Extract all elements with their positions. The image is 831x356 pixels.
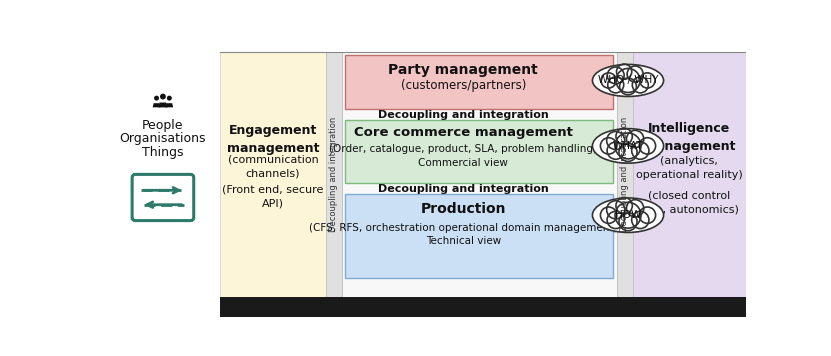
Circle shape — [640, 73, 655, 88]
Circle shape — [601, 138, 617, 154]
Circle shape — [627, 130, 644, 148]
Ellipse shape — [593, 198, 664, 232]
Text: (communication
channels): (communication channels) — [228, 155, 318, 179]
Text: Decoupling and integration: Decoupling and integration — [378, 110, 548, 120]
FancyBboxPatch shape — [345, 194, 612, 278]
Circle shape — [639, 207, 656, 224]
Circle shape — [601, 207, 617, 224]
Text: Core commerce management: Core commerce management — [354, 126, 573, 138]
Circle shape — [607, 77, 624, 93]
Text: Decoupling and integration: Decoupling and integration — [621, 117, 629, 232]
Circle shape — [632, 77, 648, 93]
Circle shape — [616, 128, 632, 145]
Text: (Front end, secure
API): (Front end, secure API) — [223, 185, 324, 209]
Text: Intelligence
management: Intelligence management — [643, 122, 735, 153]
FancyBboxPatch shape — [632, 52, 746, 297]
Circle shape — [607, 131, 625, 150]
Polygon shape — [165, 103, 173, 107]
Polygon shape — [153, 103, 160, 107]
Text: HOW: HOW — [615, 210, 642, 220]
Circle shape — [616, 198, 632, 214]
Circle shape — [617, 64, 632, 79]
Circle shape — [607, 67, 624, 84]
FancyBboxPatch shape — [106, 52, 220, 297]
Text: (Order, catalogue, product, SLA, problem handling): (Order, catalogue, product, SLA, problem… — [329, 144, 597, 154]
Circle shape — [639, 138, 656, 154]
Circle shape — [620, 78, 637, 95]
FancyBboxPatch shape — [220, 297, 746, 317]
Circle shape — [632, 142, 649, 159]
Text: Organisations: Organisations — [120, 132, 206, 146]
Circle shape — [154, 96, 159, 101]
Circle shape — [601, 73, 617, 88]
Circle shape — [627, 66, 643, 82]
Text: WHAT: WHAT — [612, 141, 643, 151]
Text: Things: Things — [142, 146, 184, 158]
Text: Party management: Party management — [388, 63, 538, 78]
FancyBboxPatch shape — [220, 52, 327, 297]
Circle shape — [615, 202, 641, 228]
Text: Decoupling and integration: Decoupling and integration — [329, 117, 338, 232]
Circle shape — [627, 200, 644, 217]
Text: People: People — [142, 119, 184, 132]
Text: WHO / WHY: WHO / WHY — [597, 75, 658, 85]
Circle shape — [607, 142, 624, 159]
Text: (closed control
loop, autonomics): (closed control loop, autonomics) — [639, 191, 739, 215]
Text: (analytics,
operational reality): (analytics, operational reality) — [636, 156, 743, 180]
Text: (CFS, RFS, orchestration operational domain management): (CFS, RFS, orchestration operational dom… — [309, 222, 617, 232]
Circle shape — [619, 213, 637, 231]
Circle shape — [167, 96, 172, 101]
Circle shape — [607, 211, 624, 229]
Ellipse shape — [593, 64, 664, 96]
Polygon shape — [159, 103, 168, 108]
Circle shape — [160, 94, 166, 99]
Text: Decoupling and integration: Decoupling and integration — [378, 184, 548, 194]
FancyBboxPatch shape — [617, 52, 632, 297]
Text: (customers/partners): (customers/partners) — [401, 79, 526, 92]
Circle shape — [619, 143, 637, 161]
Text: Engagement
management: Engagement management — [227, 124, 319, 155]
Text: Production: Production — [420, 202, 506, 216]
Circle shape — [615, 133, 641, 159]
FancyBboxPatch shape — [345, 120, 612, 183]
FancyBboxPatch shape — [342, 52, 617, 297]
FancyBboxPatch shape — [345, 55, 612, 109]
Ellipse shape — [593, 129, 664, 163]
Circle shape — [616, 68, 640, 93]
Circle shape — [607, 201, 625, 219]
Text: Commercial view: Commercial view — [418, 158, 509, 168]
FancyBboxPatch shape — [327, 52, 342, 297]
Circle shape — [632, 211, 649, 229]
Text: Technical view: Technical view — [425, 236, 501, 246]
